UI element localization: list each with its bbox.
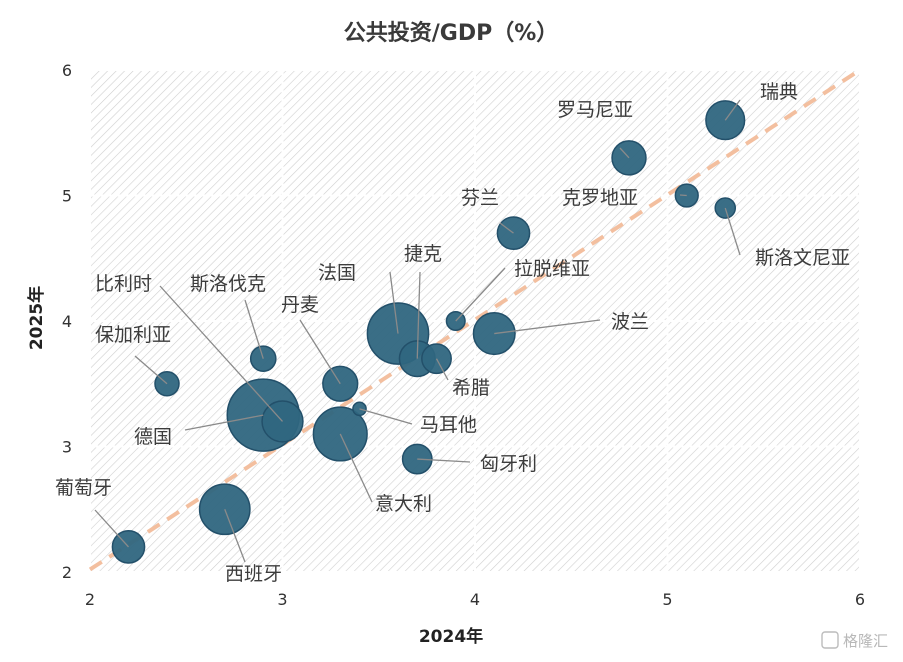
point-label: 西班牙 xyxy=(225,563,282,585)
label-leader-lines xyxy=(94,99,741,563)
point-label: 斯洛文尼亚 xyxy=(755,247,850,269)
grid-lines xyxy=(89,69,861,573)
leader-line xyxy=(416,271,421,359)
x-tick-label: 5 xyxy=(662,590,672,609)
leader-line xyxy=(724,99,741,121)
point-label: 德国 xyxy=(134,426,172,448)
watermark-logo-icon xyxy=(821,631,839,649)
x-tick-label: 6 xyxy=(855,590,865,609)
leader-line xyxy=(435,358,449,381)
point-label: 葡萄牙 xyxy=(55,477,112,499)
leader-line xyxy=(339,433,373,503)
point-label: 希腊 xyxy=(452,377,490,399)
y-tick-label: 3 xyxy=(62,438,72,457)
y-tick-label: 4 xyxy=(62,312,72,331)
x-axis-label: 2024年 xyxy=(419,626,483,647)
point-label: 斯洛伐克 xyxy=(190,273,266,295)
leader-line xyxy=(499,222,514,234)
leader-line xyxy=(134,355,168,385)
y-tick-label: 2 xyxy=(62,563,72,582)
x-axis-ticks: 2 3 4 5 6 xyxy=(85,590,865,609)
y-tick-label: 5 xyxy=(62,187,72,206)
leader-line xyxy=(417,458,471,463)
point-label: 瑞典 xyxy=(760,81,798,103)
y-axis-label: 2025年 xyxy=(26,286,47,350)
leader-line xyxy=(619,147,630,159)
leader-line xyxy=(359,408,413,425)
watermark: 格隆汇 xyxy=(821,631,888,650)
point-label: 意大利 xyxy=(375,493,432,515)
leader-line xyxy=(724,207,741,256)
y-tick-label: 6 xyxy=(62,61,72,80)
leader-line xyxy=(299,319,341,385)
point-label: 丹麦 xyxy=(281,294,319,316)
point-label: 匈牙利 xyxy=(480,453,537,475)
leader-line xyxy=(244,299,264,359)
x-tick-label: 2 xyxy=(85,590,95,609)
leader-line xyxy=(494,319,601,335)
point-label: 法国 xyxy=(318,262,356,284)
leader-line xyxy=(184,414,264,431)
chart-title: 公共投资/GDP（%） xyxy=(344,21,559,46)
point-label: 罗马尼亚 xyxy=(557,99,633,121)
y-axis-ticks: 2 3 4 5 6 xyxy=(62,61,72,582)
point-label: 拉脱维亚 xyxy=(514,258,590,280)
point-label: 芬兰 xyxy=(461,187,499,209)
leader-line xyxy=(159,285,283,422)
point-label: 马耳他 xyxy=(420,414,477,436)
point-label: 捷克 xyxy=(404,243,442,265)
leader-line xyxy=(679,194,687,197)
point-label: 保加利亚 xyxy=(95,324,171,346)
x-tick-label: 4 xyxy=(470,590,480,609)
watermark-text: 格隆汇 xyxy=(843,632,888,650)
point-label: 克罗地亚 xyxy=(562,187,638,209)
leader-line xyxy=(389,271,399,334)
bubble-point xyxy=(249,345,277,372)
leader-line xyxy=(455,267,506,322)
point-label: 波兰 xyxy=(611,311,649,333)
leader-line xyxy=(94,509,129,548)
reference-line xyxy=(88,68,862,572)
x-tick-label: 3 xyxy=(277,590,287,609)
point-label: 比利时 xyxy=(95,273,152,295)
leader-line xyxy=(224,509,246,563)
